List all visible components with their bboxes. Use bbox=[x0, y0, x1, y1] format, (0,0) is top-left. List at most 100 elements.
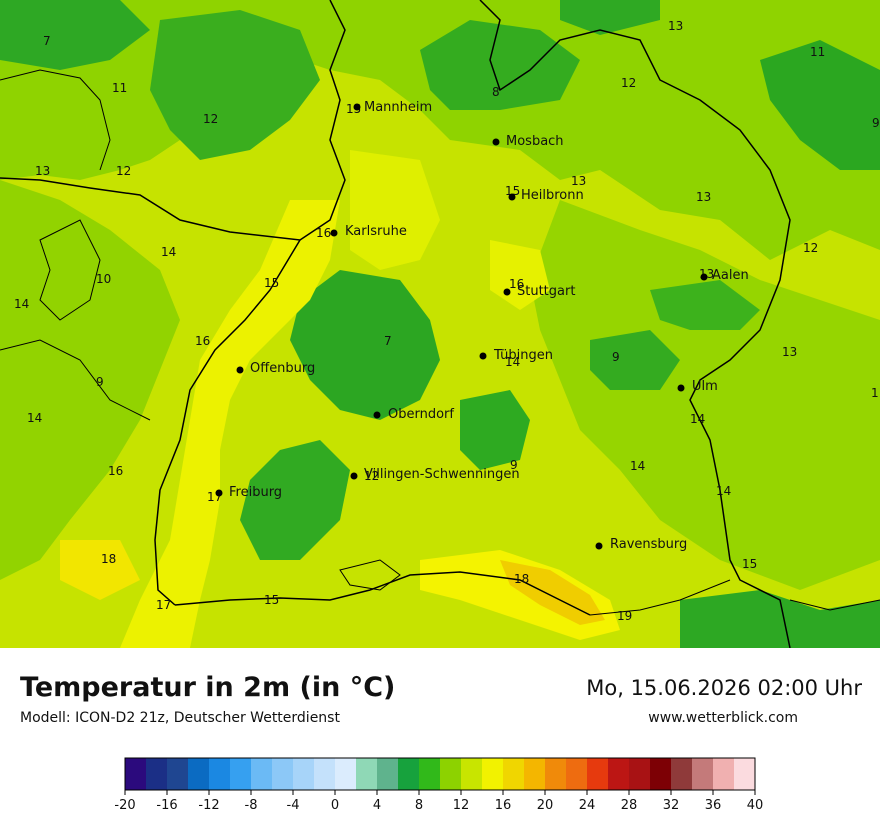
city-label: Villingen-Schwenningen bbox=[364, 467, 520, 482]
legend-tick-label: 28 bbox=[621, 798, 638, 813]
legend-tick-label: 16 bbox=[495, 798, 512, 813]
temp-label: 14 bbox=[161, 245, 176, 259]
field-aalen-dark bbox=[650, 280, 760, 330]
legend-swatch bbox=[482, 758, 504, 790]
temp-label: 9 bbox=[872, 116, 880, 130]
city-label: Aalen bbox=[712, 268, 749, 283]
field-east-dark bbox=[590, 330, 680, 390]
temp-label: 16 bbox=[195, 334, 210, 348]
temp-label: 16 bbox=[509, 277, 524, 291]
city-dot bbox=[330, 229, 338, 237]
model-source: Modell: ICON-D2 21z, Deutscher Wetterdie… bbox=[20, 710, 340, 726]
temp-label: 8 bbox=[492, 85, 500, 99]
temp-label: 16 bbox=[108, 464, 123, 478]
field-blackforest-dark bbox=[290, 270, 440, 420]
legend-tick-label: -20 bbox=[114, 798, 135, 813]
legend-tick-label: 12 bbox=[453, 798, 470, 813]
field-mid-dark bbox=[460, 390, 530, 470]
legend-swatch bbox=[629, 758, 651, 790]
border-lake-south bbox=[589, 579, 731, 616]
temp-label: 13 bbox=[571, 174, 586, 188]
temp-label: 13 bbox=[35, 164, 50, 178]
city-label: Oberndorf bbox=[388, 407, 454, 422]
temp-label: 9 bbox=[510, 458, 518, 472]
legend-swatch bbox=[335, 758, 357, 790]
valid-time: Mo, 15.06.2026 02:00 Uhr bbox=[586, 676, 862, 700]
color-legend: -20 -16 -12 -8 -4 0 4 8 12 16 20 24 28 32 36 40 bbox=[110, 752, 770, 822]
legend-swatch bbox=[125, 758, 147, 790]
city-dot bbox=[492, 138, 500, 146]
legend-tick-label: 20 bbox=[537, 798, 554, 813]
legend-tick-label: -12 bbox=[198, 798, 219, 813]
legend-tick-label: 8 bbox=[415, 798, 423, 813]
temp-label: 10 bbox=[96, 272, 111, 286]
legend-swatch bbox=[650, 758, 672, 790]
legend-swatch bbox=[566, 758, 588, 790]
legend-swatch bbox=[272, 758, 294, 790]
temp-label: 12 bbox=[116, 164, 131, 178]
temp-label: 11 bbox=[112, 81, 127, 95]
website-link[interactable]: www.wetterblick.com bbox=[648, 710, 798, 726]
field-rhine-yellow bbox=[120, 200, 340, 648]
legend-swatch bbox=[209, 758, 231, 790]
city-dot bbox=[508, 193, 516, 201]
temp-label: 9 bbox=[96, 375, 104, 389]
city-dot bbox=[215, 489, 223, 497]
temp-label: 12 bbox=[621, 76, 636, 90]
field-south-dark bbox=[240, 440, 350, 560]
border-south-enclave bbox=[339, 559, 401, 591]
temp-label: 12 bbox=[803, 241, 818, 255]
map-footer bbox=[0, 648, 880, 830]
city-dot bbox=[479, 352, 487, 360]
temp-label: 14 bbox=[14, 297, 29, 311]
temp-label: 16 bbox=[316, 226, 331, 240]
legend-swatch bbox=[713, 758, 735, 790]
legend-swatch bbox=[545, 758, 567, 790]
legend-swatch bbox=[440, 758, 462, 790]
field-neckar-yellow bbox=[350, 150, 440, 270]
city-dot bbox=[373, 411, 381, 419]
temp-label: 7 bbox=[43, 34, 51, 48]
legend-border bbox=[124, 757, 756, 791]
temp-label: 14 bbox=[630, 459, 645, 473]
legend-swatch bbox=[608, 758, 630, 790]
field-se-dark bbox=[680, 590, 880, 648]
country-borders bbox=[0, 69, 880, 616]
legend-swatch bbox=[356, 758, 378, 790]
legend-swatch bbox=[671, 758, 693, 790]
border-se-thin bbox=[789, 599, 880, 611]
border-west-thin bbox=[0, 339, 151, 421]
legend-tick-label: 0 bbox=[331, 798, 339, 813]
field-east-green bbox=[530, 200, 880, 590]
temp-label: 17 bbox=[156, 598, 171, 612]
legend-swatch bbox=[314, 758, 336, 790]
legend-canvas: -20 -16 -12 -8 -4 0 4 8 12 16 20 24 28 32 36 40 bbox=[114, 757, 764, 813]
temp-label: 12 bbox=[364, 469, 379, 483]
temp-label: 12 bbox=[203, 112, 218, 126]
temp-label: 15 bbox=[742, 557, 757, 571]
border-nw-thin bbox=[0, 69, 111, 171]
legend-swatch bbox=[524, 758, 546, 790]
legend-swatch bbox=[587, 758, 609, 790]
legend-swatch bbox=[146, 758, 168, 790]
legend-swatch bbox=[188, 758, 210, 790]
legend-swatch bbox=[251, 758, 273, 790]
city-label: Mannheim bbox=[364, 100, 432, 115]
city-dot bbox=[595, 542, 603, 550]
temperature-map[interactable]: 7 11 12 13 12 13 12 11 9 8 15 15 13 13 1… bbox=[0, 0, 880, 648]
map-canvas: 7 11 12 13 12 13 12 11 9 8 15 15 13 13 1… bbox=[0, 0, 880, 648]
legend-tick-label: 32 bbox=[663, 798, 680, 813]
legend-tick-label: 40 bbox=[747, 798, 764, 813]
temp-label: 15 bbox=[505, 184, 520, 198]
city-label: Freiburg bbox=[229, 485, 282, 500]
temp-label: 13 bbox=[668, 19, 683, 33]
temp-label: 14 bbox=[690, 412, 705, 426]
city-label: Offenburg bbox=[250, 361, 315, 376]
temp-label: 7 bbox=[384, 334, 392, 348]
city-label: Ravensburg bbox=[610, 537, 687, 552]
city-label: Tübingen bbox=[493, 348, 553, 363]
city-label: Karlsruhe bbox=[345, 224, 407, 239]
temp-label: 9 bbox=[612, 350, 620, 364]
border-east bbox=[479, 0, 791, 648]
legend-swatch bbox=[419, 758, 441, 790]
